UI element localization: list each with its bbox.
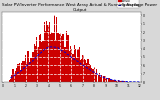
Bar	[84, 59, 85, 82]
Bar	[37, 47, 39, 82]
Bar	[123, 81, 124, 82]
Bar	[88, 59, 89, 82]
Bar	[120, 81, 121, 82]
Bar	[100, 77, 101, 82]
Bar	[94, 67, 95, 82]
Bar	[16, 68, 17, 82]
Bar	[65, 47, 66, 82]
Bar	[45, 31, 46, 82]
Bar	[47, 25, 49, 82]
Text: Solar PV/Inverter Performance West Array Actual & Running Average Power Output: Solar PV/Inverter Performance West Array…	[2, 3, 158, 12]
Bar	[76, 58, 77, 82]
Bar	[92, 69, 94, 82]
Bar	[77, 49, 79, 82]
Legend: Actual, Running Avg: Actual, Running Avg	[117, 0, 139, 8]
Bar	[22, 61, 24, 82]
Bar	[99, 73, 100, 82]
Bar	[12, 69, 14, 82]
Bar	[50, 34, 51, 82]
Bar	[91, 68, 92, 82]
Bar	[51, 32, 52, 82]
Bar	[49, 22, 50, 82]
Bar	[52, 34, 54, 82]
Bar	[9, 80, 10, 82]
Bar	[70, 46, 71, 82]
Bar	[57, 33, 59, 82]
Bar	[30, 58, 31, 82]
Bar	[35, 46, 36, 82]
Bar	[15, 71, 16, 82]
Bar	[110, 79, 111, 82]
Bar	[20, 70, 21, 82]
Bar	[54, 16, 55, 82]
Bar	[59, 34, 60, 82]
Bar	[61, 36, 62, 82]
Bar	[34, 44, 35, 82]
Bar	[26, 62, 27, 82]
Bar	[103, 76, 104, 82]
Bar	[80, 60, 81, 82]
Bar	[14, 73, 15, 82]
Bar	[96, 69, 97, 82]
Bar	[17, 64, 19, 82]
Bar	[24, 60, 25, 82]
Bar	[95, 73, 96, 82]
Bar	[41, 42, 42, 82]
Bar	[106, 78, 108, 82]
Bar	[83, 55, 84, 82]
Bar	[97, 75, 99, 82]
Bar	[101, 75, 103, 82]
Bar	[119, 81, 120, 82]
Bar	[112, 80, 114, 82]
Bar	[31, 57, 32, 82]
Bar	[74, 45, 75, 82]
Bar	[109, 78, 110, 82]
Bar	[10, 79, 11, 82]
Bar	[108, 78, 109, 82]
Bar	[21, 63, 22, 82]
Bar	[39, 35, 40, 82]
Bar	[104, 76, 105, 82]
Bar	[115, 80, 116, 82]
Bar	[19, 63, 20, 82]
Bar	[66, 31, 67, 82]
Bar	[55, 40, 56, 82]
Bar	[56, 17, 57, 82]
Bar	[69, 51, 70, 82]
Bar	[32, 52, 34, 82]
Bar	[71, 49, 72, 82]
Bar	[111, 80, 112, 82]
Bar	[116, 81, 117, 82]
Bar	[121, 81, 123, 82]
Bar	[86, 62, 88, 82]
Bar	[75, 49, 76, 82]
Bar	[72, 54, 74, 82]
Bar	[90, 65, 91, 82]
Bar	[114, 80, 115, 82]
Bar	[44, 22, 45, 82]
Bar	[25, 55, 26, 82]
Bar	[29, 62, 30, 82]
Bar	[81, 59, 82, 82]
Bar	[118, 80, 119, 82]
Bar	[105, 76, 106, 82]
Bar	[40, 34, 41, 82]
Bar	[68, 35, 69, 82]
Bar	[46, 21, 47, 82]
Bar	[89, 64, 90, 82]
Bar	[124, 81, 125, 82]
Bar	[11, 75, 12, 82]
Bar	[79, 47, 80, 82]
Bar	[36, 37, 37, 82]
Bar	[85, 60, 86, 82]
Bar	[27, 51, 29, 82]
Bar	[60, 33, 61, 82]
Bar	[64, 47, 65, 82]
Bar	[62, 34, 64, 82]
Bar	[42, 41, 44, 82]
